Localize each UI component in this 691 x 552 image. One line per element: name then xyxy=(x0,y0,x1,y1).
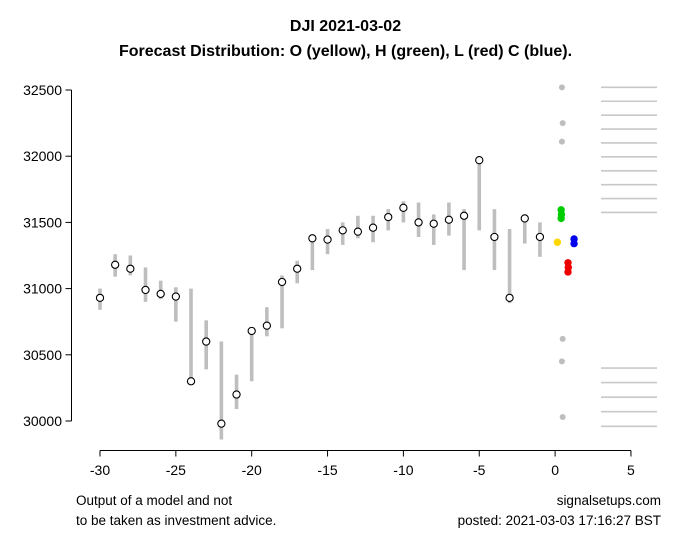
forecast-outlier-point xyxy=(558,138,565,145)
x-tick-label: 0 xyxy=(551,462,559,478)
close-point xyxy=(353,227,363,236)
close-point xyxy=(186,377,196,386)
close-point xyxy=(505,293,514,303)
site-name: signalsetups.com xyxy=(556,493,661,508)
x-tick-label: -25 xyxy=(166,462,186,478)
x-tick-label: -30 xyxy=(90,462,110,478)
title-block: DJI 2021-03-02 Forecast Distribution: O … xyxy=(0,14,691,64)
close-point xyxy=(475,156,484,165)
x-tick-label: 5 xyxy=(627,462,635,478)
x-tick-label: -20 xyxy=(242,462,262,478)
close-point xyxy=(156,289,165,299)
close-point xyxy=(95,293,105,303)
forecast-high-point xyxy=(557,214,565,223)
forecast-close-point xyxy=(570,239,578,248)
close-point xyxy=(308,234,317,243)
close-point xyxy=(217,419,226,428)
disclaimer-text: Output of a model and not to be taken as… xyxy=(76,491,276,531)
close-point xyxy=(323,235,332,244)
close-point xyxy=(444,215,454,224)
close-point xyxy=(171,292,180,301)
close-point xyxy=(429,219,438,228)
close-point xyxy=(262,321,272,330)
y-tick-label: 30000 xyxy=(23,413,62,429)
posted-timestamp: posted: 2021-03-03 17:16:27 BST xyxy=(457,513,661,528)
forecast-outlier-point xyxy=(559,335,566,342)
close-point xyxy=(414,218,423,227)
y-tick-label: 32500 xyxy=(23,82,62,98)
y-tick-label: 32000 xyxy=(23,148,62,164)
forecast-open-point xyxy=(553,238,562,246)
forecast-outlier-point xyxy=(558,358,565,365)
close-point xyxy=(520,214,529,223)
forecast-outlier-point xyxy=(559,414,566,421)
y-tick-label: 30500 xyxy=(23,347,62,363)
close-point xyxy=(399,203,408,212)
chart-title: DJI 2021-03-02 xyxy=(289,18,402,35)
disclaimer-line-2: to be taken as investment advice. xyxy=(76,513,277,528)
close-point xyxy=(277,277,287,287)
close-point xyxy=(141,285,150,295)
forecast-outlier-point xyxy=(558,84,565,91)
close-point xyxy=(535,232,545,242)
close-point xyxy=(459,211,469,220)
credit-text: signalsetups.com posted: 2021-03-03 17:1… xyxy=(458,491,661,531)
close-point xyxy=(232,390,241,399)
x-tick-label: -10 xyxy=(393,462,413,478)
close-point xyxy=(338,226,347,235)
close-point xyxy=(202,337,211,346)
chart-subtitle: Forecast Distribution: O (yellow), H (gr… xyxy=(118,43,573,60)
close-point xyxy=(368,223,378,232)
close-point xyxy=(384,212,393,222)
x-tick-label: -15 xyxy=(317,462,337,478)
forecast-low-point xyxy=(564,268,572,276)
disclaimer-line-1: Output of a model and not xyxy=(76,493,233,508)
close-point xyxy=(293,264,302,273)
x-tick-label: -5 xyxy=(473,462,486,478)
close-point xyxy=(247,326,256,336)
forecast-outlier-point xyxy=(559,120,566,127)
close-point xyxy=(490,232,499,242)
close-point xyxy=(111,260,120,269)
close-point xyxy=(126,264,135,273)
y-tick-label: 31000 xyxy=(23,281,62,297)
y-tick-label: 31500 xyxy=(23,214,62,230)
